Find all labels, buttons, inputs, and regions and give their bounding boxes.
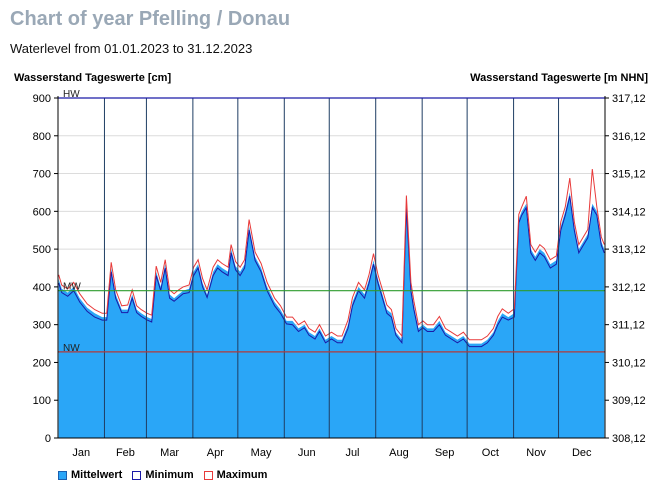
x-tick-label-apr: Apr [207, 447, 224, 459]
y-tick-label-left-0: 0 [45, 433, 51, 445]
legend-item-mittelwert[interactable]: Mittelwert [58, 469, 122, 481]
x-tick-label-sep: Sep [435, 447, 455, 459]
series-line-minimum [58, 196, 605, 348]
y-axis-label-right: Wasserstand Tageswerte [m NHN] [470, 72, 648, 84]
y-tick-label-left-600: 600 [33, 206, 51, 218]
y-tick-label-right-5: 313,12 [612, 244, 646, 256]
x-tick-label-mar: Mar [160, 447, 179, 459]
page-subtitle: Waterlevel from 01.01.2023 to 31.12.2023 [10, 41, 253, 56]
y-tick-label-right-4: 312,12 [612, 282, 646, 294]
y-tick-label-left-800: 800 [33, 131, 51, 143]
x-tick-label-may: May [251, 447, 272, 459]
y-tick-label-right-8: 316,12 [612, 131, 646, 143]
series-area-mittelwert [58, 192, 605, 438]
y-tick-label-right-0: 308,12 [612, 433, 646, 445]
legend-label-maximum: Maximum [216, 469, 268, 481]
y-tick-label-left-400: 400 [33, 282, 51, 294]
reference-label-mw: MW [63, 282, 81, 293]
reference-label-hw: HW [63, 89, 80, 100]
x-tick-label-aug: Aug [389, 447, 409, 459]
y-tick-label-left-500: 500 [33, 244, 51, 256]
x-tick-label-dec: Dec [572, 447, 592, 459]
x-tick-label-jul: Jul [345, 447, 359, 459]
page-title: Chart of year Pfelling / Donau [10, 8, 291, 30]
y-tick-label-right-1: 309,12 [612, 395, 646, 407]
y-tick-label-right-2: 310,12 [612, 357, 646, 369]
y-axis-label-left: Wasserstand Tageswerte [cm] [14, 72, 172, 84]
y-tick-label-left-300: 300 [33, 320, 51, 332]
x-tick-label-nov: Nov [526, 447, 546, 459]
legend-swatch-mittelwert [58, 470, 67, 480]
legend-item-minimum[interactable]: Minimum [132, 469, 194, 481]
reference-label-nw: NW [63, 343, 80, 354]
legend-item-maximum[interactable]: Maximum [203, 469, 268, 481]
y-tick-label-left-100: 100 [33, 395, 51, 407]
y-tick-label-right-9: 317,12 [612, 93, 646, 105]
y-tick-label-left-700: 700 [33, 169, 51, 181]
y-tick-label-right-3: 311,12 [612, 320, 645, 332]
x-tick-label-oct: Oct [482, 447, 499, 459]
series-line-maximum [58, 168, 605, 341]
legend-swatch-minimum [132, 470, 142, 480]
chart-legend: Mittelwert Minimum Maximum [58, 468, 277, 482]
x-tick-label-jun: Jun [298, 447, 316, 459]
y-tick-label-right-6: 314,12 [612, 206, 646, 218]
legend-label-mittelwert: Mittelwert [71, 469, 123, 481]
legend-swatch-maximum [203, 470, 213, 480]
y-tick-label-left-900: 900 [33, 93, 51, 105]
x-tick-label-jan: Jan [72, 447, 90, 459]
legend-label-minimum: Minimum [145, 469, 194, 481]
y-tick-label-right-7: 315,12 [612, 169, 646, 181]
x-tick-label-feb: Feb [116, 447, 135, 459]
y-tick-label-left-200: 200 [33, 357, 51, 369]
